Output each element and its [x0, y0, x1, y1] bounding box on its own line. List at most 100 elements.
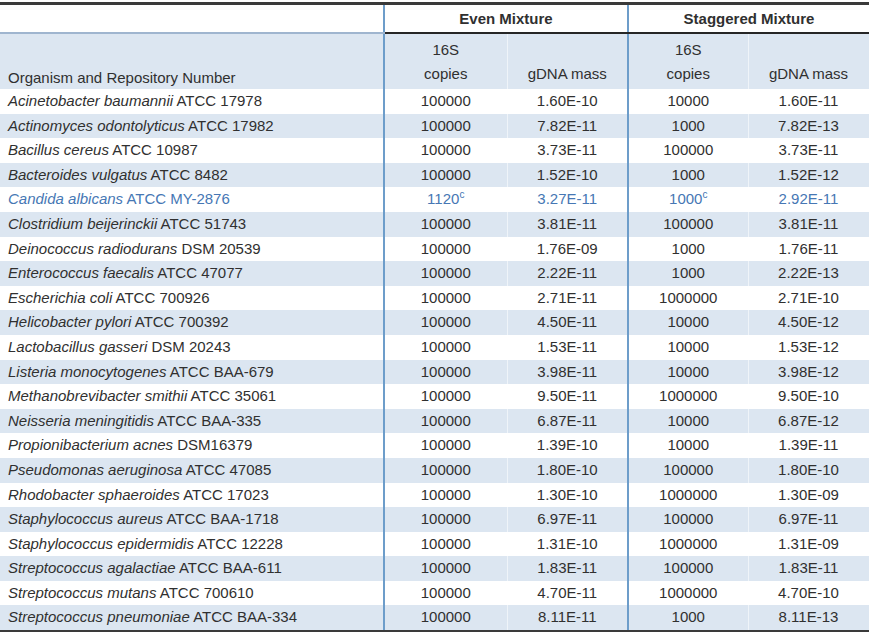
organism-name: Bacteroides vulgatus — [8, 166, 147, 183]
staggered-16s-copies-value: 1000000 — [628, 384, 748, 409]
organism-name: Streptococcus pneumoniae — [8, 608, 190, 625]
staggered-gdna-mass-value: 6.87E-12 — [748, 409, 869, 434]
repository-number: ATCC BAA-679 — [170, 363, 274, 380]
even-16s-copies-value: 100000 — [384, 261, 507, 286]
repository-number: ATCC 700926 — [116, 289, 210, 306]
staggered-16s-copies-value: 100000 — [628, 507, 748, 532]
organism-name: Helicobacter pylori — [8, 313, 131, 330]
even-gdna-mass-value: 4.70E-11 — [507, 581, 628, 606]
table-row: Streptococcus pneumoniae ATCC BAA-334 10… — [0, 605, 869, 631]
table-body: Acinetobacter baumannii ATCC 17978 10000… — [0, 89, 869, 632]
organism-name: Candida albicans — [8, 190, 123, 207]
even-16s-copies-value: 100000 — [384, 384, 507, 409]
organism-name: Acinetobacter baumannii — [8, 92, 173, 109]
organism-name: Escherichia coli — [8, 289, 112, 306]
table-row: Escherichia coli ATCC 700926 100000 2.71… — [0, 286, 869, 311]
copies-label: copies — [667, 65, 710, 82]
organism-name: Listeria monocytogenes — [8, 363, 166, 380]
16s-label: 16S — [385, 38, 507, 62]
repository-number: ATCC MY-2876 — [126, 190, 229, 207]
blank-header-cell — [0, 4, 384, 34]
even-16s-copies-value: 1120c — [384, 187, 507, 212]
organism-name: Deinococcus radiodurans — [8, 240, 177, 257]
staggered-gdna-mass-value: 9.50E-10 — [748, 384, 869, 409]
repository-number: DSM16379 — [177, 436, 252, 453]
staggered-16s-copies-value: 1000c — [628, 187, 748, 212]
staggered-16s-copies-value: 1000000 — [628, 581, 748, 606]
staggered-gdna-mass-value: 1.83E-11 — [748, 556, 869, 581]
repository-number: ATCC 700392 — [135, 313, 229, 330]
even-gdna-mass-value: 1.30E-10 — [507, 483, 628, 508]
even-16s-copies-value: 100000 — [384, 556, 507, 581]
even-gdna-mass-value: 3.81E-11 — [507, 212, 628, 237]
repository-number: DSM 20539 — [181, 240, 260, 257]
table-row: Staphylococcus epidermidis ATCC 12228 10… — [0, 532, 869, 557]
organism-name: Enterococcus faecalis — [8, 264, 154, 281]
repository-number: ATCC BAA-334 — [193, 608, 297, 625]
staggered-gdna-mass-value: 3.81E-11 — [748, 212, 869, 237]
staggered-gdna-mass-value: 8.11E-13 — [748, 605, 869, 631]
even-gdna-mass-value: 2.71E-11 — [507, 286, 628, 311]
repository-number: ATCC 51743 — [161, 215, 247, 232]
even-16s-copies-value: 100000 — [384, 532, 507, 557]
staggered-gdna-mass-value: 2.92E-11 — [748, 187, 869, 212]
table-row: Actinomyces odontolyticus ATCC 17982 100… — [0, 114, 869, 139]
organism-name: Propionibacterium acnes — [8, 436, 173, 453]
staggered-16s-copies-value: 10000 — [628, 89, 748, 114]
table-row: Listeria monocytogenes ATCC BAA-679 1000… — [0, 360, 869, 385]
staggered-16s-copies-value: 10000 — [628, 360, 748, 385]
column-header-row: Organism and Repository Number 16S copie… — [0, 33, 869, 89]
staggered-gdna-mass-value: 1.80E-10 — [748, 458, 869, 483]
staggered-gdna-mass-value: 1.76E-11 — [748, 237, 869, 262]
even-gdna-mass-value: 1.76E-09 — [507, 237, 628, 262]
organism-name: Lactobacillus gasseri — [8, 338, 147, 355]
even-16s-copies-value: 100000 — [384, 458, 507, 483]
repository-number: ATCC BAA-335 — [157, 412, 261, 429]
repository-number: ATCC 35061 — [191, 387, 277, 404]
staggered-16s-copies-value: 100000 — [628, 212, 748, 237]
even-16s-copies-value: 100000 — [384, 433, 507, 458]
even-16s-copies-value: 100000 — [384, 237, 507, 262]
staggered-16s-copies-value: 100000 — [628, 556, 748, 581]
staggered-gdna-mass-value: 6.97E-11 — [748, 507, 869, 532]
staggered-gdna-mass-value: 3.73E-11 — [748, 138, 869, 163]
16s-label: 16S — [629, 38, 748, 62]
staggered-16s-copies-value: 10000 — [628, 335, 748, 360]
even-gdna-mass-value: 1.39E-10 — [507, 433, 628, 458]
even-gdna-mass-value: 3.73E-11 — [507, 138, 628, 163]
even-gdna-mass-value: 1.53E-11 — [507, 335, 628, 360]
repository-number: ATCC 8482 — [151, 166, 228, 183]
even-16s-copies-value: 100000 — [384, 89, 507, 114]
even-gdna-mass-value: 4.50E-11 — [507, 310, 628, 335]
repository-number: ATCC 17023 — [183, 486, 269, 503]
table-row: Enterococcus faecalis ATCC 47077 100000 … — [0, 261, 869, 286]
staggered-16s-copies-value: 10000 — [628, 409, 748, 434]
staggered-gdna-mass-value: 1.53E-12 — [748, 335, 869, 360]
staggered-gdna-mass-value: 1.39E-11 — [748, 433, 869, 458]
repository-number: ATCC 17978 — [176, 92, 262, 109]
even-gdna-mass-value: 2.22E-11 — [507, 261, 628, 286]
group-header-row: Even Mixture Staggered Mixture — [0, 4, 869, 34]
table-row: Propionibacterium acnes DSM16379 100000 … — [0, 433, 869, 458]
table-row: Staphylococcus aureus ATCC BAA-1718 1000… — [0, 507, 869, 532]
repository-number: ATCC 10987 — [112, 141, 198, 158]
repository-number: DSM 20243 — [151, 338, 230, 355]
even-16s-copies-value: 100000 — [384, 483, 507, 508]
staggered-16s-copies-value: 10000 — [628, 310, 748, 335]
even-16s-copies-value: 100000 — [384, 409, 507, 434]
table-row: Rhodobacter sphaeroides ATCC 17023 10000… — [0, 483, 869, 508]
repository-number: ATCC 700610 — [160, 584, 254, 601]
even-gdna-mass-value: 1.80E-10 — [507, 458, 628, 483]
staggered-16s-copies-value: 1000000 — [628, 286, 748, 311]
staggered-16s-copies-value: 1000 — [628, 114, 748, 139]
staggered-16s-copies-value: 1000 — [628, 261, 748, 286]
repository-number: ATCC 12228 — [197, 535, 283, 552]
repository-number: ATCC 47085 — [186, 461, 272, 478]
organism-name: Streptococcus agalactiae — [8, 559, 176, 576]
staggered-gdna-mass-value: 7.82E-13 — [748, 114, 869, 139]
organism-name: Staphylococcus aureus — [8, 510, 163, 527]
staggered-gdna-mass-value: 1.60E-11 — [748, 89, 869, 114]
even-16s-copies-header: 16S copies — [384, 33, 507, 89]
staggered-16s-copies-value: 100000 — [628, 138, 748, 163]
staggered-16s-copies-value: 1000 — [628, 237, 748, 262]
